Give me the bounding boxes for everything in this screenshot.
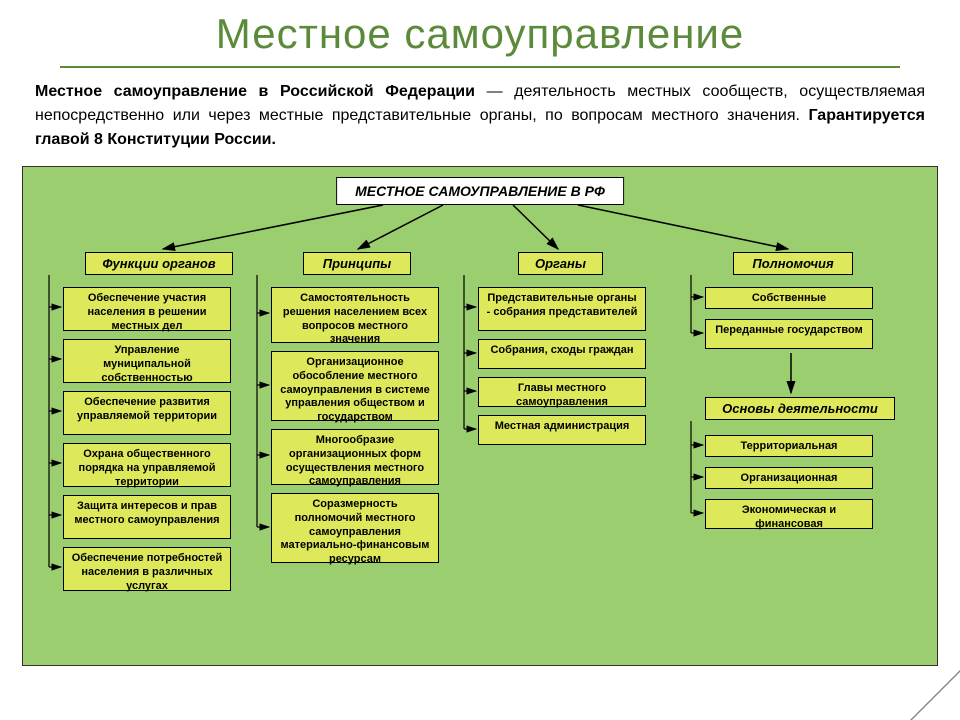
box-8: Многообразие организационных форм осущес… bbox=[271, 429, 439, 485]
box-6: Самостоятельность решения населением все… bbox=[271, 287, 439, 343]
box-12: Главы местного самоуправления bbox=[478, 377, 646, 407]
box-3: Охрана общественного порядка на управляе… bbox=[63, 443, 231, 487]
title-underline bbox=[60, 66, 900, 68]
category-1: Принципы bbox=[303, 252, 411, 275]
page-curl bbox=[912, 672, 960, 720]
box-14: Собственные bbox=[705, 287, 873, 309]
category-2: Органы bbox=[518, 252, 603, 275]
box-5: Обеспечение потребностей населения в раз… bbox=[63, 547, 231, 591]
box-15: Переданные государством bbox=[705, 319, 873, 349]
category-3: Полномочия bbox=[733, 252, 853, 275]
box-18: Экономическая и финансовая bbox=[705, 499, 873, 529]
category-0: Функции органов bbox=[85, 252, 233, 275]
diagram-container: МЕСТНОЕ САМОУПРАВЛЕНИЕ В РФ Функции орга… bbox=[22, 166, 938, 666]
box-16: Территориальная bbox=[705, 435, 873, 457]
category-4: Основы деятельности bbox=[705, 397, 895, 420]
box-13: Местная администрация bbox=[478, 415, 646, 445]
def-bold-1: Местное самоуправление в Российской Феде… bbox=[35, 83, 475, 100]
box-0: Обеспечение участия населения в решении … bbox=[63, 287, 231, 331]
box-2: Обеспечение развития управляемой террито… bbox=[63, 391, 231, 435]
page-title: Местное самоуправление bbox=[0, 0, 960, 66]
box-10: Представительные органы - собрания предс… bbox=[478, 287, 646, 331]
slide: Местное самоуправление Местное самоуправ… bbox=[0, 0, 960, 720]
box-4: Защита интересов и прав местного самоупр… bbox=[63, 495, 231, 539]
root-node: МЕСТНОЕ САМОУПРАВЛЕНИЕ В РФ bbox=[336, 177, 624, 205]
definition-paragraph: Местное самоуправление в Российской Феде… bbox=[0, 80, 960, 166]
box-11: Собрания, сходы граждан bbox=[478, 339, 646, 369]
box-7: Организационное обособление местного сам… bbox=[271, 351, 439, 421]
box-1: Управление муниципальной собственностью bbox=[63, 339, 231, 383]
box-17: Организационная bbox=[705, 467, 873, 489]
box-9: Соразмерность полномочий местного самоуп… bbox=[271, 493, 439, 563]
